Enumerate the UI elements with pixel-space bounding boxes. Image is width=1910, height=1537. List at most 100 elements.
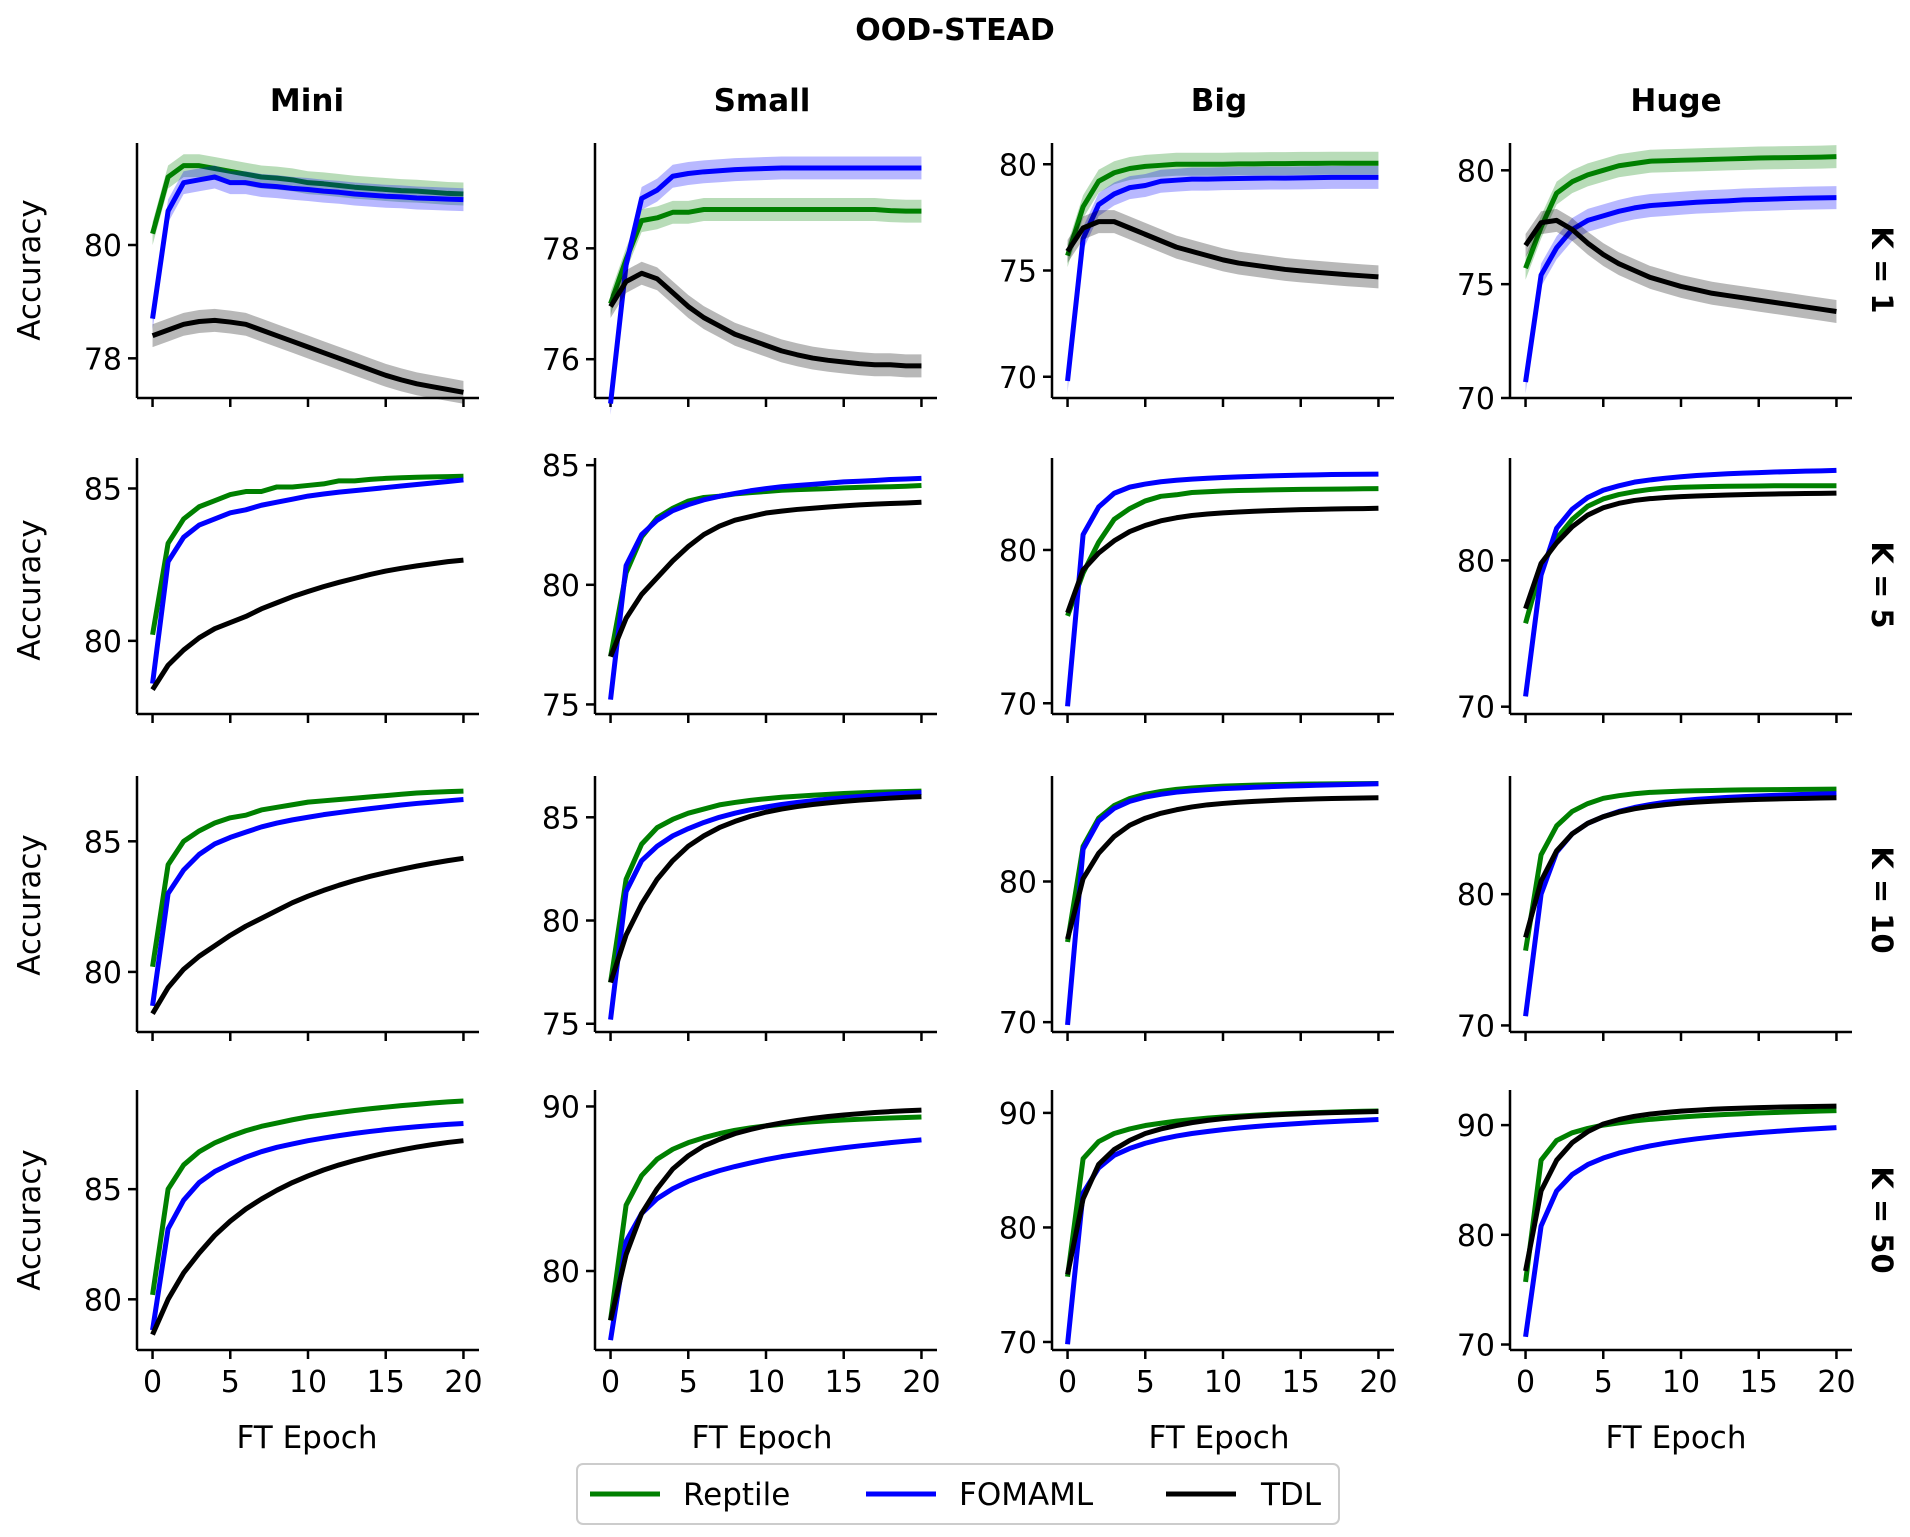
series-line-reptile [1065,160,1379,257]
panel-k50-mini: 80 85 0 5 10 15 20 [84,1090,483,1400]
series-line-reptile [1523,1108,1837,1283]
y-tick-label: 85 [84,472,122,507]
series-line-tdl [1523,795,1837,939]
y-tick-label: 85 [542,449,580,484]
y-tick-label: 90 [999,1097,1037,1132]
series-line-reptile [1523,154,1837,270]
series-line-fomaml [608,1137,922,1341]
column-title-huge: Huge [1630,83,1721,119]
panel-k1-huge: 70 75 80 [1457,143,1852,417]
series-line-reptile [608,788,922,983]
series-band-tdl [1525,208,1837,323]
y-axis-title-k1: Accuracy [12,199,48,341]
series-line-fomaml [1523,195,1837,383]
y-tick-label: 80 [1457,878,1495,913]
series-line-fomaml [608,790,922,1020]
series-line-tdl [608,1107,922,1321]
series-line-tdl [1523,490,1837,610]
series-line-tdl [608,270,922,369]
y-tick-label: 85 [542,801,580,836]
y-tick-label: 78 [542,232,580,267]
series-line-reptile [1065,486,1379,617]
legend-label-tdl: TDL [1260,1477,1322,1513]
y-tick-label: 85 [84,825,122,860]
series-line-tdl [1065,219,1379,280]
y-tick-label: 75 [999,255,1037,290]
series-line-fomaml [150,174,464,320]
y-tick-label: 80 [999,865,1037,900]
x-tick-label: 0 [1516,1365,1535,1400]
series-line-tdl [150,1138,464,1336]
series-line-reptile [608,207,922,305]
y-tick-label: 70 [1457,1329,1495,1364]
x-tick-label: 5 [679,1365,698,1400]
series-band-tdl [152,308,464,404]
column-title-small: Small [714,83,811,119]
y-tick-label: 80 [542,1255,580,1290]
series-line-reptile [1523,483,1837,624]
x-tick-label: 10 [1204,1365,1242,1400]
legend-label-reptile: Reptile [683,1477,790,1513]
row-title-k1: K = 1 [1865,226,1899,313]
series-line-fomaml [150,477,464,684]
y-tick-label: 78 [84,342,122,377]
row-title-k10: K = 10 [1865,846,1899,953]
y-tick-label: 70 [999,1006,1037,1041]
x-tick-label: 10 [747,1365,785,1400]
y-tick-label: 80 [542,569,580,604]
series-line-tdl [150,855,464,1015]
y-tick-label: 80 [999,1211,1037,1246]
series-band-reptile [152,154,464,246]
x-tick-label: 0 [143,1365,162,1400]
x-tick-label: 10 [289,1365,327,1400]
x-tick-label: 5 [1136,1365,1155,1400]
x-axis-title-big: FT Epoch [1149,1420,1290,1456]
x-tick-label: 15 [367,1365,405,1400]
y-tick-label: 70 [999,687,1037,722]
series-line-fomaml [608,165,922,404]
series-line-reptile [1523,786,1837,952]
series-band-fomaml [1525,186,1837,394]
y-tick-label: 75 [542,1008,580,1043]
y-axis-title-k50: Accuracy [12,1149,48,1291]
y-axis-titles: Accuracy Accuracy Accuracy Accuracy [12,199,48,1291]
panel-k10-small: 75 80 85 [542,776,937,1043]
x-tick-label: 20 [444,1365,482,1400]
panel-k1-mini: 78 80 [84,143,479,407]
series-line-fomaml [1065,471,1379,707]
x-tick-label: 20 [1817,1365,1855,1400]
y-tick-label: 80 [1457,154,1495,189]
panel-k10-big: 70 80 [999,776,1394,1041]
x-tick-label: 15 [1740,1365,1778,1400]
series-line-fomaml [1065,174,1379,382]
series-band-reptile [1525,145,1837,280]
y-tick-label: 80 [1457,1219,1495,1254]
y-tick-label: 80 [84,229,122,264]
series-line-fomaml [1523,467,1837,697]
y-tick-label: 76 [542,343,580,378]
x-tick-label: 5 [1594,1365,1613,1400]
y-tick-label: 80 [999,534,1037,569]
series-line-tdl [1065,795,1379,940]
legend-label-fomaml: FOMAML [959,1477,1094,1513]
panel-k10-mini: 80 85 [84,776,479,1041]
series-line-reptile [150,788,464,968]
y-tick-label: 80 [84,1283,122,1318]
column-title-big: Big [1191,83,1247,119]
row-title-k5: K = 5 [1865,541,1899,628]
row-titles: K = 1 K = 5 K = 10 K = 50 [1865,226,1899,1273]
y-axis-title-k5: Accuracy [12,519,48,661]
series-line-reptile [150,1098,464,1296]
y-tick-label: 80 [999,148,1037,183]
series-line-tdl [1523,1103,1837,1272]
x-axis-title-huge: FT Epoch [1606,1420,1747,1456]
y-tick-label: 75 [542,688,580,723]
y-tick-label: 70 [1457,382,1495,417]
series-line-tdl [608,794,922,984]
series-line-tdl [150,557,464,691]
series-line-tdl [608,499,922,658]
series-line-tdl [1065,505,1379,614]
x-tick-label: 15 [825,1365,863,1400]
series-line-tdl [1065,1109,1379,1275]
